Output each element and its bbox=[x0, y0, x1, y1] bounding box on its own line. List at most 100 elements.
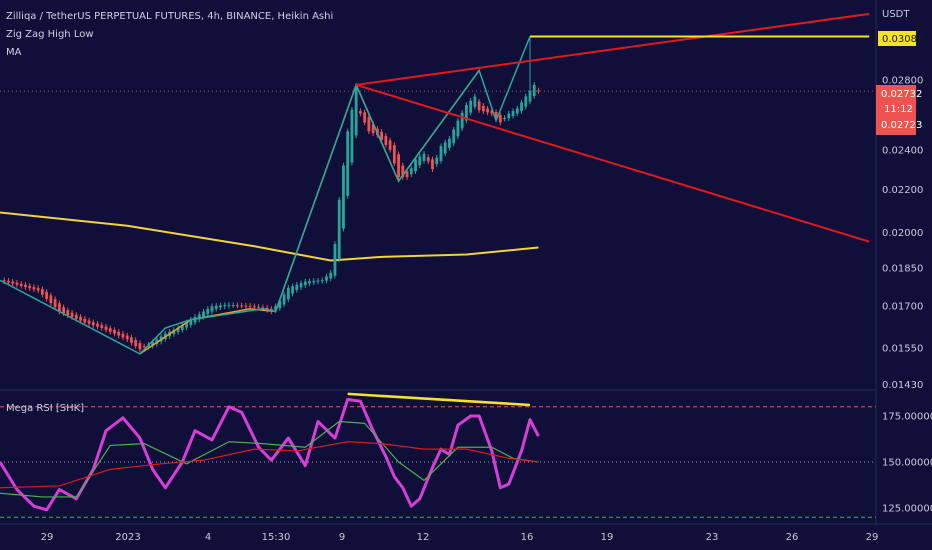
candle-body[interactable] bbox=[70, 312, 74, 317]
candle-body[interactable] bbox=[435, 157, 439, 165]
rsi-pane-title[interactable]: Mega RSI [SHK] bbox=[6, 403, 84, 414]
candle-body[interactable] bbox=[117, 331, 121, 336]
candle-body[interactable] bbox=[532, 84, 536, 97]
candle-body[interactable] bbox=[189, 319, 193, 326]
candle-body[interactable] bbox=[537, 90, 540, 92]
candle-body[interactable] bbox=[15, 282, 19, 285]
candle-body[interactable] bbox=[350, 109, 354, 163]
candle-body[interactable] bbox=[185, 322, 188, 328]
candle-body[interactable] bbox=[32, 287, 36, 290]
candle-body[interactable] bbox=[325, 276, 328, 281]
candle-body[interactable] bbox=[96, 323, 99, 327]
candle-body[interactable] bbox=[520, 102, 523, 111]
candle-body[interactable] bbox=[431, 159, 434, 170]
candle-body[interactable] bbox=[282, 294, 286, 305]
candle-body[interactable] bbox=[223, 305, 227, 307]
candle-body[interactable] bbox=[19, 283, 23, 286]
candle-body[interactable] bbox=[134, 340, 138, 347]
candle-body[interactable] bbox=[295, 284, 299, 290]
candle-body[interactable] bbox=[299, 283, 303, 288]
candle-body[interactable] bbox=[62, 307, 65, 314]
candle-body[interactable] bbox=[125, 335, 129, 340]
candle-body[interactable] bbox=[257, 306, 261, 308]
candle-body[interactable] bbox=[36, 288, 40, 291]
candle-body[interactable] bbox=[253, 306, 256, 308]
candle-body[interactable] bbox=[91, 322, 95, 326]
candle-body[interactable] bbox=[206, 308, 210, 315]
candle-body[interactable] bbox=[465, 104, 468, 121]
candle-body[interactable] bbox=[57, 303, 61, 312]
candle-body[interactable] bbox=[74, 314, 78, 319]
candle-body[interactable] bbox=[418, 156, 422, 166]
candle-body[interactable] bbox=[87, 320, 91, 324]
candle-body[interactable] bbox=[274, 306, 277, 311]
candle-body[interactable] bbox=[473, 96, 477, 107]
candle-body[interactable] bbox=[231, 305, 235, 307]
trendline-red[interactable] bbox=[355, 83, 870, 243]
rsi-divergence-line[interactable] bbox=[347, 392, 531, 407]
indicator-zigzag-label[interactable]: Zig Zag High Low bbox=[6, 29, 94, 40]
candle-body[interactable] bbox=[486, 108, 489, 113]
candle-body[interactable] bbox=[320, 280, 324, 282]
candle-body[interactable] bbox=[227, 304, 231, 306]
candle-body[interactable] bbox=[460, 112, 464, 129]
candle-body[interactable] bbox=[371, 124, 375, 134]
candle-body[interactable] bbox=[528, 90, 532, 102]
candle-body[interactable] bbox=[490, 110, 494, 114]
candle-body[interactable] bbox=[359, 111, 362, 114]
candle-body[interactable] bbox=[261, 307, 265, 309]
candle-body[interactable] bbox=[308, 281, 311, 284]
candle-body[interactable] bbox=[384, 135, 388, 145]
candle-body[interactable] bbox=[401, 165, 405, 178]
candle-body[interactable] bbox=[210, 306, 214, 312]
candle-body[interactable] bbox=[363, 112, 367, 123]
candle-body[interactable] bbox=[452, 129, 456, 144]
candle-body[interactable] bbox=[219, 305, 222, 308]
candle-body[interactable] bbox=[303, 281, 307, 286]
candle-body[interactable] bbox=[236, 305, 239, 307]
candle-body[interactable] bbox=[130, 337, 133, 343]
indicator-ma-label[interactable]: MA bbox=[6, 47, 22, 58]
candle-body[interactable] bbox=[278, 300, 282, 309]
candle-body[interactable] bbox=[180, 325, 184, 330]
candle-body[interactable] bbox=[214, 305, 218, 309]
candle-body[interactable] bbox=[498, 114, 502, 123]
candle-body[interactable] bbox=[448, 138, 451, 148]
candle-body[interactable] bbox=[481, 105, 485, 112]
candle-body[interactable] bbox=[49, 295, 53, 304]
candle-body[interactable] bbox=[477, 101, 481, 111]
candle-body[interactable] bbox=[142, 346, 146, 348]
candle-body[interactable] bbox=[333, 243, 337, 276]
candle-body[interactable] bbox=[380, 131, 383, 140]
candle-body[interactable] bbox=[121, 333, 125, 338]
candle-body[interactable] bbox=[469, 100, 473, 113]
candle-body[interactable] bbox=[24, 284, 27, 288]
candle-body[interactable] bbox=[2, 280, 6, 282]
candle-body[interactable] bbox=[329, 272, 333, 279]
candle-body[interactable] bbox=[41, 289, 44, 295]
candle-body[interactable] bbox=[53, 299, 57, 308]
candle-body[interactable] bbox=[28, 285, 32, 289]
candle-body[interactable] bbox=[456, 120, 460, 137]
candle-body[interactable] bbox=[388, 140, 392, 150]
candle-body[interactable] bbox=[265, 307, 269, 310]
candle-body[interactable] bbox=[422, 153, 426, 161]
candle-body[interactable] bbox=[354, 88, 358, 136]
candle-body[interactable] bbox=[439, 146, 443, 161]
candle-body[interactable] bbox=[244, 305, 248, 307]
candle-body[interactable] bbox=[443, 142, 447, 154]
candle-body[interactable] bbox=[346, 131, 350, 196]
candle-body[interactable] bbox=[312, 280, 316, 283]
candle-body[interactable] bbox=[176, 327, 180, 332]
candle-body[interactable] bbox=[104, 326, 108, 330]
candle-body[interactable] bbox=[337, 199, 341, 260]
candle-body[interactable] bbox=[511, 110, 515, 116]
candle-body[interactable] bbox=[66, 310, 70, 316]
candle-body[interactable] bbox=[79, 316, 82, 321]
candle-body[interactable] bbox=[83, 318, 87, 323]
candle-body[interactable] bbox=[11, 281, 15, 284]
candle-body[interactable] bbox=[45, 291, 49, 299]
candle-body[interactable] bbox=[240, 305, 244, 307]
candle-body[interactable] bbox=[507, 113, 511, 119]
